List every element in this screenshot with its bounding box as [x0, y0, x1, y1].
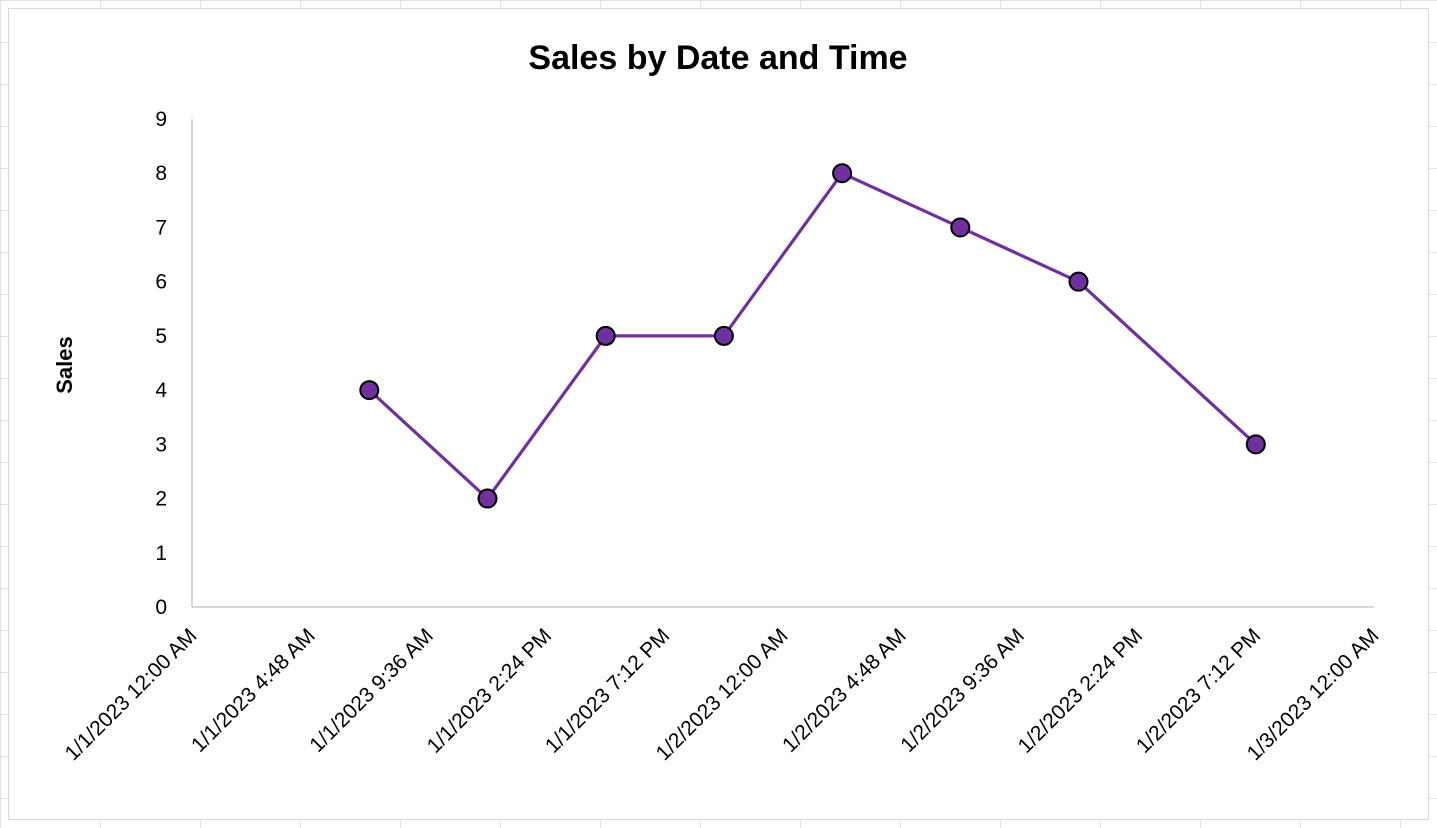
x-tick-label: 1/3/2023 12:00 AM — [1243, 624, 1384, 765]
y-axis-title: Sales — [52, 336, 77, 394]
x-tick-label: 1/2/2023 9:36 AM — [896, 624, 1029, 757]
x-tick-label: 1/1/2023 2:24 PM — [423, 624, 556, 757]
y-tick-label: 7 — [155, 216, 167, 239]
x-tick-label: 1/1/2023 9:36 AM — [305, 624, 438, 757]
data-point[interactable] — [1245, 434, 1266, 455]
x-tick-label: 1/2/2023 12:00 AM — [652, 624, 793, 765]
data-point[interactable] — [359, 380, 380, 401]
x-tick-label: 1/2/2023 7:12 PM — [1132, 624, 1265, 757]
y-tick-label: 8 — [155, 162, 167, 185]
y-tick-label: 1 — [155, 542, 167, 565]
data-point[interactable] — [595, 325, 616, 346]
series-group — [359, 163, 1266, 509]
data-point[interactable] — [477, 488, 498, 509]
y-tick-label: 4 — [155, 379, 167, 402]
data-point[interactable] — [950, 217, 971, 238]
x-tick-label: 1/1/2023 7:12 PM — [541, 624, 674, 757]
y-tick-label: 2 — [155, 488, 167, 511]
series-line — [368, 171, 1257, 501]
y-tick-label: 5 — [155, 325, 167, 348]
data-point[interactable] — [713, 325, 734, 346]
y-tick-label: 0 — [155, 596, 167, 619]
data-point[interactable] — [1068, 271, 1089, 292]
chart-title: Sales by Date and Time — [528, 39, 907, 77]
y-tick-label: 6 — [155, 271, 167, 294]
x-tick-labels: 1/1/2023 12:00 AM1/1/2023 4:48 AM1/1/202… — [61, 624, 1384, 765]
x-tick-label: 1/1/2023 12:00 AM — [61, 624, 202, 765]
y-tick-labels: 0 1 2 3 4 5 6 7 8 9 — [155, 108, 167, 619]
y-tick-label: 3 — [155, 433, 167, 456]
x-tick-label: 1/2/2023 2:24 PM — [1014, 624, 1147, 757]
data-point[interactable] — [832, 163, 853, 184]
x-tick-label: 1/2/2023 4:48 AM — [778, 624, 911, 757]
line-chart: Sales by Date and Time Sales 0123456789 … — [52, 39, 1384, 765]
x-tick-label: 1/1/2023 4:48 AM — [187, 624, 320, 757]
y-tick-label: 9 — [155, 108, 167, 131]
